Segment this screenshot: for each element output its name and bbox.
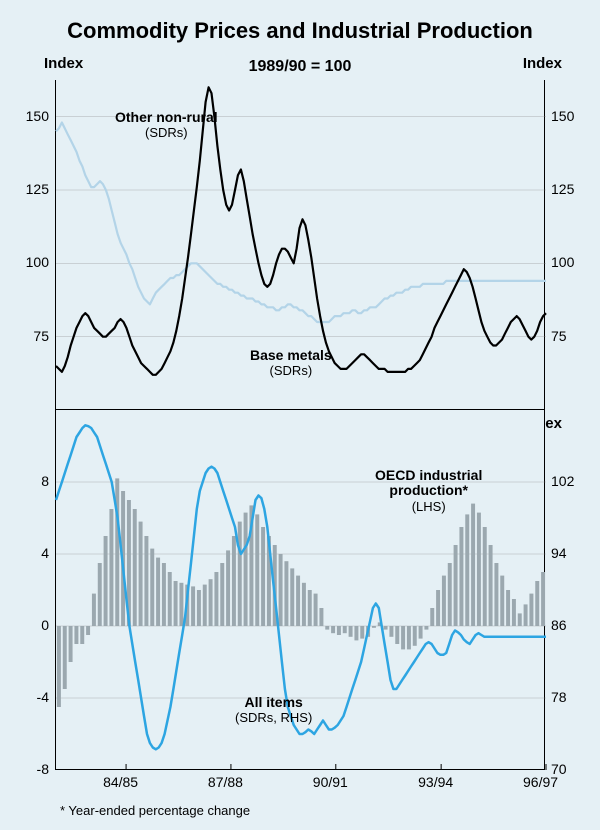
ytick-left: 4 (41, 545, 49, 561)
ytick-left: 100 (26, 254, 49, 270)
series-label: Base metals(SDRs) (250, 348, 332, 379)
ytick-right: 100 (551, 254, 574, 270)
ytick-right: 78 (551, 689, 567, 705)
ytick-right: 94 (551, 545, 567, 561)
series-label: All items(SDRs, RHS) (235, 695, 312, 726)
xtick: 87/88 (208, 774, 243, 790)
xtick: 84/85 (103, 774, 138, 790)
series-label: OECD industrialproduction*(LHS) (375, 468, 482, 514)
ytick-right: 102 (551, 473, 574, 489)
chart-container: Commodity Prices and Industrial Producti… (0, 0, 600, 830)
ytick-left: 0 (41, 617, 49, 633)
chart-subtitle: 1989/90 = 100 (0, 58, 600, 76)
footnote: * Year-ended percentage change (60, 803, 250, 818)
top-right-axis-label: Index (523, 55, 562, 72)
ytick-left: 150 (26, 108, 49, 124)
chart-title: Commodity Prices and Industrial Producti… (0, 18, 600, 44)
xtick: 90/91 (313, 774, 348, 790)
ytick-left: -8 (37, 761, 49, 777)
ytick-right: 150 (551, 108, 574, 124)
series-label: Other non-rural(SDRs) (115, 110, 218, 141)
ytick-right: 86 (551, 617, 567, 633)
ytick-right: 70 (551, 761, 567, 777)
ytick-right: 75 (551, 328, 567, 344)
xtick: 93/94 (418, 774, 453, 790)
ytick-right: 125 (551, 181, 574, 197)
ytick-left: -4 (37, 689, 49, 705)
ytick-left: 8 (41, 473, 49, 489)
ytick-left: 125 (26, 181, 49, 197)
top-left-axis-label: Index (44, 55, 83, 72)
ytick-left: 75 (33, 328, 49, 344)
